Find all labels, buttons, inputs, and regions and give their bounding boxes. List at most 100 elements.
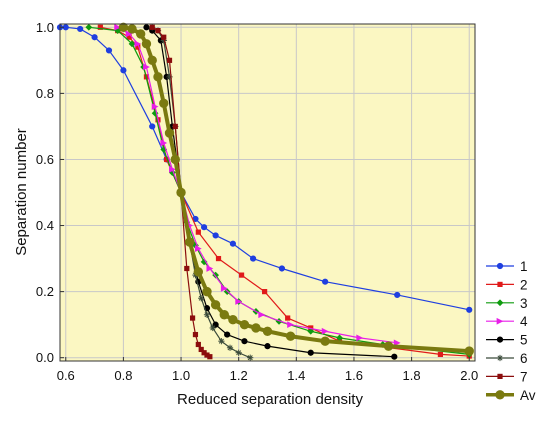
legend-label: 3 bbox=[520, 296, 528, 311]
x-tick-label: 1.6 bbox=[345, 368, 363, 383]
data-point-1 bbox=[394, 291, 401, 299]
plot-border bbox=[59, 23, 476, 362]
data-point-Av bbox=[159, 98, 169, 108]
data-point-3 bbox=[200, 258, 208, 266]
data-point-Av bbox=[262, 326, 273, 336]
data-point-3 bbox=[336, 334, 343, 342]
asterisk-stroke bbox=[210, 325, 216, 331]
legend-item-4: 4 bbox=[486, 314, 528, 329]
data-point-7 bbox=[155, 28, 161, 34]
data-point-Av bbox=[320, 336, 330, 346]
asterisk-stroke bbox=[198, 295, 204, 301]
data-point-Av bbox=[141, 39, 152, 49]
data-point-1 bbox=[322, 278, 329, 285]
data-point-2 bbox=[97, 24, 103, 30]
data-point-4 bbox=[169, 165, 176, 173]
plot-frame bbox=[59, 23, 476, 362]
asterisk-stroke bbox=[497, 355, 503, 361]
data-point-6 bbox=[226, 344, 234, 351]
data-point-Av bbox=[239, 319, 250, 330]
data-point-7 bbox=[192, 331, 199, 338]
data-point-7 bbox=[161, 34, 167, 40]
data-point-Av bbox=[170, 154, 180, 165]
y-tick-label: 1.0 bbox=[36, 20, 54, 35]
data-point-5 bbox=[241, 338, 248, 345]
data-point-4 bbox=[206, 265, 214, 272]
data-point-1 bbox=[229, 240, 237, 247]
data-point-4 bbox=[356, 334, 364, 342]
data-point-4 bbox=[321, 327, 329, 335]
plot-background bbox=[60, 24, 475, 361]
legend-item-2: 2 bbox=[486, 277, 528, 292]
data-point-1 bbox=[105, 47, 113, 54]
data-point-6 bbox=[235, 349, 242, 356]
data-point-4 bbox=[160, 139, 168, 147]
data-point-Av bbox=[251, 323, 261, 333]
data-point-4 bbox=[235, 298, 243, 305]
data-point-7 bbox=[166, 57, 173, 63]
data-point-1 bbox=[278, 265, 286, 272]
data-point-1 bbox=[77, 25, 84, 33]
data-point-7 bbox=[149, 24, 155, 30]
data-point-5 bbox=[224, 331, 231, 338]
data-point-2 bbox=[437, 351, 444, 357]
data-point-4 bbox=[151, 103, 159, 110]
data-point-6 bbox=[218, 338, 225, 345]
data-point-Av bbox=[147, 55, 157, 66]
legend-marker bbox=[495, 390, 505, 400]
data-point-7 bbox=[172, 123, 178, 130]
legend-marker bbox=[496, 299, 504, 307]
x-tick-label: 1.0 bbox=[172, 368, 190, 383]
data-point-4 bbox=[125, 30, 133, 38]
data-point-2 bbox=[285, 315, 291, 321]
data-point-Av bbox=[135, 29, 146, 39]
data-point-Av bbox=[176, 187, 186, 198]
series-line-4 bbox=[117, 26, 398, 344]
data-point-3 bbox=[307, 327, 315, 335]
asterisk-stroke bbox=[218, 338, 224, 344]
y-axis-title: Separation number bbox=[13, 128, 30, 256]
x-tick-label: 0.6 bbox=[57, 368, 75, 383]
data-point-6 bbox=[198, 295, 205, 302]
tick-layer: 0.6 0.8 1.0 1.2 1.4 1.6 1.8 2.0 0.0 0.2 0.4 0.6 0.8 1… bbox=[36, 20, 478, 383]
data-point-7 bbox=[184, 265, 190, 272]
data-point-4 bbox=[143, 63, 150, 71]
asterisk-stroke bbox=[227, 345, 233, 351]
data-point-5 bbox=[307, 349, 314, 356]
data-point-Av bbox=[202, 286, 212, 297]
legend-item-5: 5 bbox=[486, 333, 528, 348]
data-point-7 bbox=[198, 346, 204, 353]
data-point-Av bbox=[127, 24, 137, 34]
legend-label: 6 bbox=[520, 351, 528, 366]
data-point-3 bbox=[85, 23, 93, 31]
data-point-Av bbox=[285, 331, 296, 341]
data-point-6 bbox=[203, 311, 211, 318]
data-point-Av bbox=[153, 72, 163, 82]
x-axis-title: Reduced separation density bbox=[177, 391, 363, 408]
data-point-Av bbox=[228, 315, 238, 325]
data-point-2 bbox=[164, 156, 170, 163]
data-point-4 bbox=[220, 284, 228, 292]
data-point-4 bbox=[287, 321, 294, 329]
data-point-Av bbox=[210, 300, 221, 310]
legend-marker bbox=[497, 281, 503, 287]
data-point-Av bbox=[383, 341, 394, 351]
legend-label: 7 bbox=[520, 369, 528, 384]
data-point-1 bbox=[466, 306, 473, 313]
legend-marker bbox=[496, 262, 504, 270]
y-tick-label: 0.4 bbox=[36, 218, 54, 233]
legend: 1 2 3 4 5 6 7 Av bbox=[486, 259, 536, 403]
data-point-5 bbox=[391, 353, 398, 360]
legend-marker bbox=[497, 373, 503, 379]
data-point-7 bbox=[207, 354, 213, 360]
data-point-Av bbox=[184, 237, 195, 247]
series-Av bbox=[118, 22, 474, 356]
legend-label: 2 bbox=[520, 277, 528, 292]
legend-item-3: 3 bbox=[486, 296, 528, 311]
grid bbox=[60, 24, 475, 361]
legend-item-Av: Av bbox=[486, 388, 536, 403]
data-point-7 bbox=[189, 315, 196, 321]
legend-label: Av bbox=[520, 388, 536, 403]
legend-marker bbox=[496, 354, 504, 362]
